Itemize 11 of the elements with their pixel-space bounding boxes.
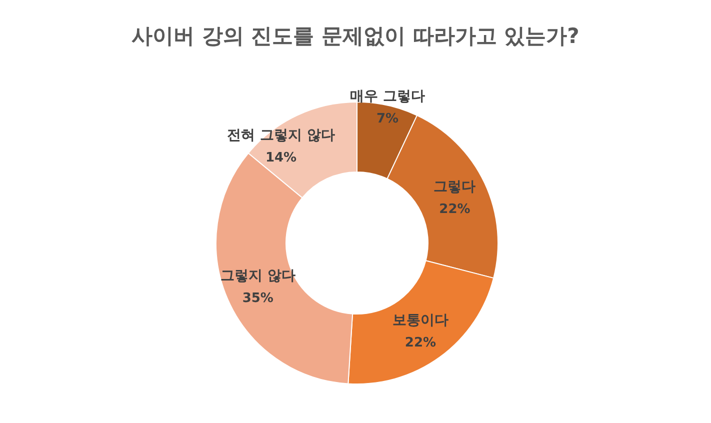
slice-label: 전혀 그렇지 않다	[227, 127, 335, 144]
slice-label: 그렇지 않다	[220, 268, 296, 284]
data-label: 7%	[376, 111, 399, 126]
data-label: 14%	[265, 150, 297, 166]
slice-label: 매우 그렇다	[350, 88, 425, 104]
slice-label: 그렇다	[434, 179, 476, 196]
slice-label: 보통이다	[392, 312, 448, 328]
data-label: 35%	[242, 290, 274, 306]
data-label: 22%	[439, 202, 470, 218]
chart-title: 사이버 강의 진도를 문제없이 따라가고 있는가?	[132, 24, 580, 48]
data-label: 22%	[404, 335, 436, 350]
